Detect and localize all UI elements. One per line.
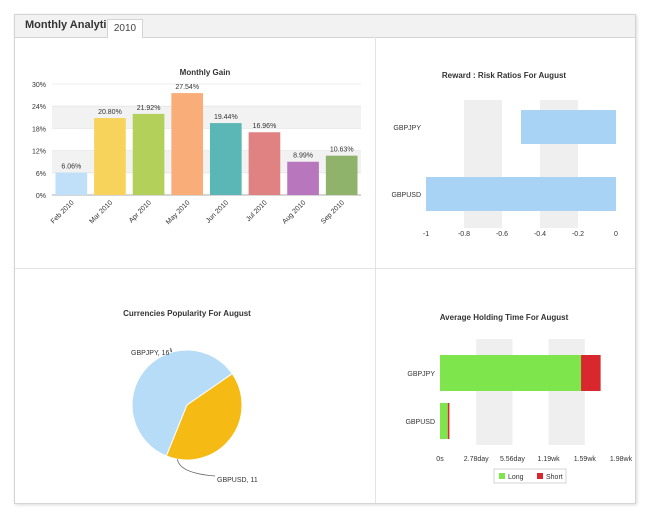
- chart-title: Monthly Gain: [180, 68, 231, 77]
- y-tick-label: 6%: [36, 171, 46, 178]
- x-tick-label: 2.78day: [464, 456, 489, 463]
- bar: [521, 110, 616, 144]
- pie-connector: [170, 347, 173, 353]
- x-tick-label: -1: [423, 231, 429, 238]
- risk-ratio-chart: Reward : Risk Ratios For August -1 -0.8 -0…: [391, 71, 618, 238]
- y-tick-label: GBPUSD: [405, 419, 435, 426]
- bar-long: [440, 403, 448, 439]
- chart-title: Reward : Risk Ratios For August: [442, 71, 567, 80]
- data-label: 6.06%: [61, 164, 81, 171]
- bar: [287, 161, 319, 195]
- y-tick-label: 24%: [32, 104, 46, 111]
- legend-swatch: [499, 473, 505, 479]
- widget-title: Monthly Analytics: [25, 19, 119, 31]
- data-label: 27.54%: [175, 84, 199, 91]
- data-label: 20.80%: [98, 109, 122, 116]
- bar: [132, 113, 165, 195]
- divider-vertical: [375, 37, 376, 503]
- monthly-analytics-widget: Monthly Analytics 2010 Monthly Gain 0% 6%…: [14, 14, 636, 504]
- widget-header: Monthly Analytics 2010: [15, 15, 635, 38]
- legend-box: [493, 468, 567, 484]
- pie-slice: [165, 373, 243, 461]
- data-label: 10.63%: [330, 147, 354, 154]
- bar: [325, 155, 358, 195]
- pie-label: GBPUSD, 11: [217, 477, 258, 484]
- y-tick-label: GBPUSD: [391, 192, 421, 199]
- legend-swatch: [537, 473, 543, 479]
- data-label: 19.44%: [214, 114, 238, 121]
- bar: [55, 172, 88, 195]
- legend-label: Long: [508, 474, 524, 481]
- grid-band: [548, 339, 585, 445]
- x-tick-label: Sep 2010: [320, 199, 346, 225]
- bar-long: [440, 355, 582, 391]
- x-tick-label: 1.59wk: [574, 456, 597, 463]
- x-tick-label: 0: [614, 231, 618, 238]
- x-tick-label: Mar 2010: [88, 199, 114, 225]
- x-tick-label: 1.98wk: [610, 456, 633, 463]
- bar: [426, 177, 616, 211]
- x-tick-label: 5.56day: [500, 456, 525, 463]
- pie-connector: [177, 459, 216, 477]
- holding-time-chart: Average Holding Time For August 0s 2.78da…: [405, 313, 633, 484]
- grid-band: [52, 150, 361, 173]
- x-tick-label: Jul 2010: [245, 199, 269, 223]
- bar-short: [581, 355, 601, 391]
- data-label: 8.99%: [293, 153, 313, 160]
- bar-short: [447, 403, 450, 439]
- bar: [171, 93, 204, 195]
- x-tick-label: Apr 2010: [128, 199, 153, 224]
- x-tick-label: 1.19wk: [538, 456, 561, 463]
- currency-popularity-chart: Currencies Popularity For August GBPJPY,…: [123, 309, 258, 484]
- x-tick-label: -0.2: [572, 231, 584, 238]
- y-tick-label: 18%: [32, 126, 46, 133]
- grid-band: [476, 339, 513, 445]
- y-tick-label: 30%: [32, 82, 46, 89]
- grid-band: [52, 106, 361, 129]
- y-tick-label: GBPJPY: [393, 125, 421, 132]
- monthly-gain-chart: Monthly Gain 0% 6% 12% 18% 24% 30% 6.06% Feb 2…: [32, 68, 361, 226]
- bar: [209, 123, 242, 195]
- x-tick-label: -0.8: [458, 231, 470, 238]
- x-tick-label: May 2010: [165, 199, 192, 226]
- legend-label: Short: [546, 474, 563, 481]
- x-tick-label: -0.6: [496, 231, 508, 238]
- x-tick-label: Feb 2010: [50, 199, 76, 225]
- pie-slice: [131, 349, 233, 457]
- x-tick-label: -0.4: [534, 231, 546, 238]
- chart-title: Currencies Popularity For August: [123, 309, 251, 318]
- y-tick-label: GBPJPY: [407, 371, 435, 378]
- bar: [248, 132, 281, 195]
- legend: Long Short: [493, 468, 567, 484]
- data-label: 16.96%: [253, 123, 277, 130]
- divider-horizontal: [15, 268, 635, 269]
- y-tick-label: 0%: [36, 193, 46, 200]
- y-tick-label: 12%: [32, 149, 46, 156]
- x-tick-label: Jun 2010: [205, 199, 230, 224]
- tab-2010[interactable]: 2010: [107, 19, 143, 38]
- x-tick-label: Aug 2010: [281, 199, 307, 225]
- chart-title: Average Holding Time For August: [440, 313, 569, 322]
- x-tick-label: 0s: [436, 456, 444, 463]
- pie-label: GBPJPY, 16: [131, 350, 170, 357]
- data-label: 21.92%: [137, 105, 161, 112]
- bar: [94, 118, 126, 195]
